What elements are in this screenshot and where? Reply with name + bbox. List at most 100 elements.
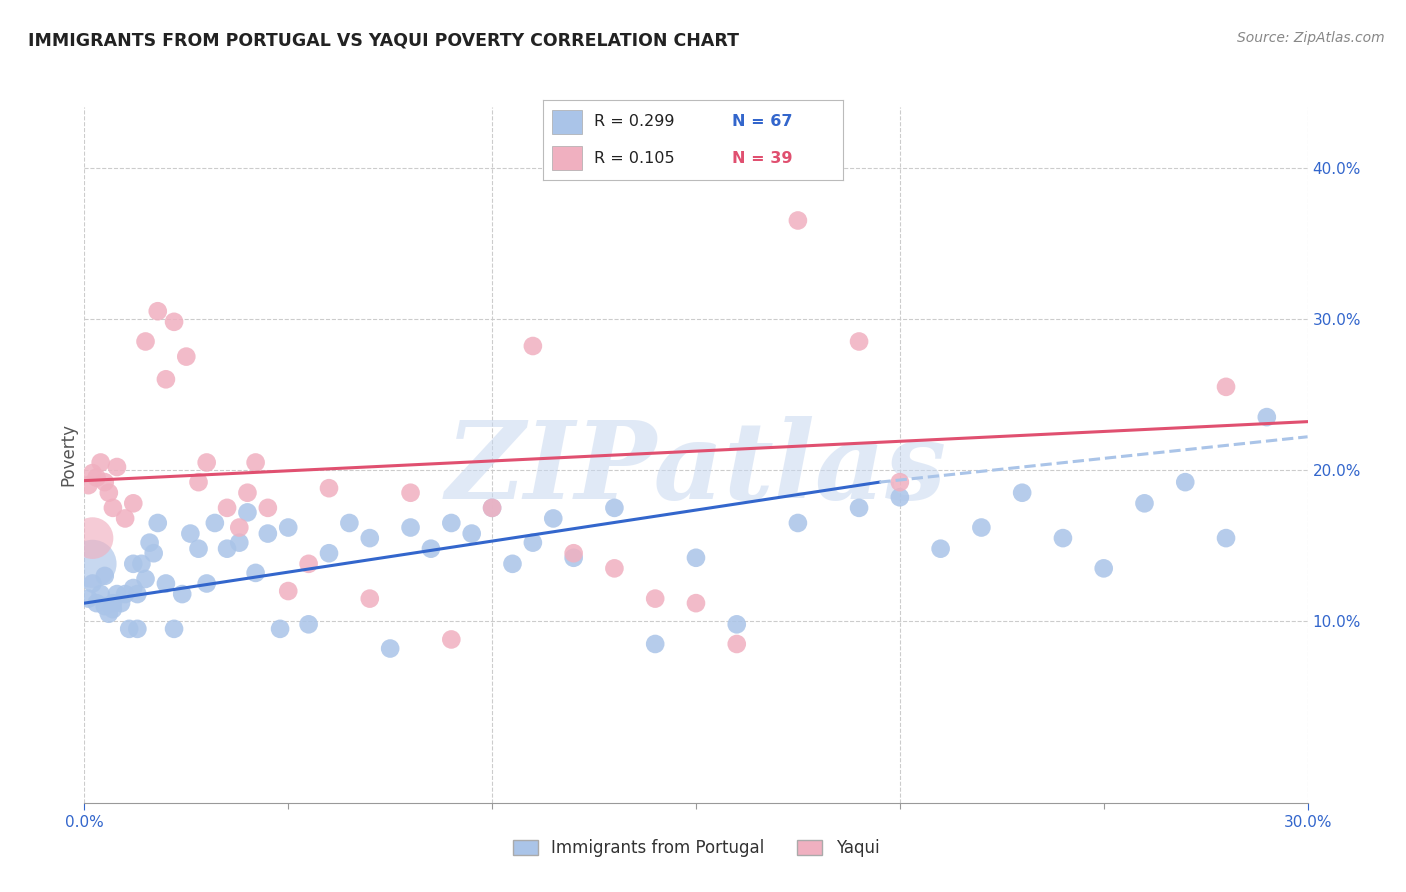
Point [889,490,911,504]
Point [970,520,993,534]
Point [127,622,149,636]
Point [725,617,748,632]
Point [1256,410,1278,425]
Point [82,531,104,545]
Point [195,576,218,591]
Point [787,213,810,227]
Point [105,587,128,601]
Point [118,622,141,636]
Point [461,526,484,541]
Point [146,516,169,530]
Point [77,478,100,492]
Point [122,581,145,595]
Point [339,516,361,530]
Point [135,334,157,349]
Point [685,596,707,610]
Point [1174,475,1197,490]
Point [155,576,177,591]
Point [245,566,267,580]
Point [179,526,201,541]
Point [101,602,124,616]
Point [93,475,117,490]
Point [135,572,157,586]
Y-axis label: Poverty: Poverty [59,424,77,486]
Point [298,557,321,571]
Point [1092,561,1115,575]
Point [481,500,503,515]
Point [245,455,267,469]
Point [127,587,149,601]
Point [105,460,128,475]
Point [522,339,544,353]
Point [97,607,120,621]
Point [90,455,112,469]
Point [380,641,402,656]
Point [889,475,911,490]
Point [77,591,100,606]
Point [228,520,250,534]
Point [86,596,108,610]
Point [685,550,707,565]
Point [172,587,194,601]
Point [440,516,463,530]
Point [187,475,209,490]
Point [86,470,108,484]
Point [644,591,666,606]
Point [318,546,340,560]
Point [138,535,160,549]
Point [848,334,870,349]
Point [1052,531,1074,545]
Point [82,557,104,571]
Point [399,485,422,500]
Point [359,531,381,545]
Point [97,485,120,500]
Text: Source: ZipAtlas.com: Source: ZipAtlas.com [1237,31,1385,45]
Point [1215,531,1237,545]
Point [277,520,299,534]
Point [420,541,443,556]
Point [644,637,666,651]
Point [603,500,626,515]
Point [725,637,748,651]
Point [236,485,259,500]
Point [269,622,291,636]
Point [146,304,169,318]
Point [929,541,952,556]
Point [122,557,145,571]
Point [1011,485,1033,500]
Point [163,622,186,636]
Text: ZIPatlas: ZIPatlas [446,416,946,522]
Point [217,541,239,556]
Point [155,372,177,386]
Point [318,481,340,495]
Point [93,599,117,614]
Point [236,505,259,519]
Point [440,632,463,647]
Point [176,350,198,364]
Legend: Immigrants from Portugal, Yaqui: Immigrants from Portugal, Yaqui [506,833,886,864]
Point [522,535,544,549]
Point [298,617,321,632]
Point [1215,380,1237,394]
Text: IMMIGRANTS FROM PORTUGAL VS YAQUI POVERTY CORRELATION CHART: IMMIGRANTS FROM PORTUGAL VS YAQUI POVERT… [28,31,740,49]
Point [101,500,124,515]
Point [217,500,239,515]
Point [481,500,503,515]
Point [848,500,870,515]
Point [82,466,104,480]
Point [131,557,153,571]
Point [114,511,136,525]
Point [142,546,165,560]
Point [603,561,626,575]
Point [359,591,381,606]
Point [114,587,136,601]
Point [101,596,124,610]
Point [195,455,218,469]
Point [257,500,280,515]
Point [90,587,112,601]
Point [399,520,422,534]
Point [82,576,104,591]
Point [502,557,524,571]
Point [122,496,145,510]
Point [110,596,132,610]
